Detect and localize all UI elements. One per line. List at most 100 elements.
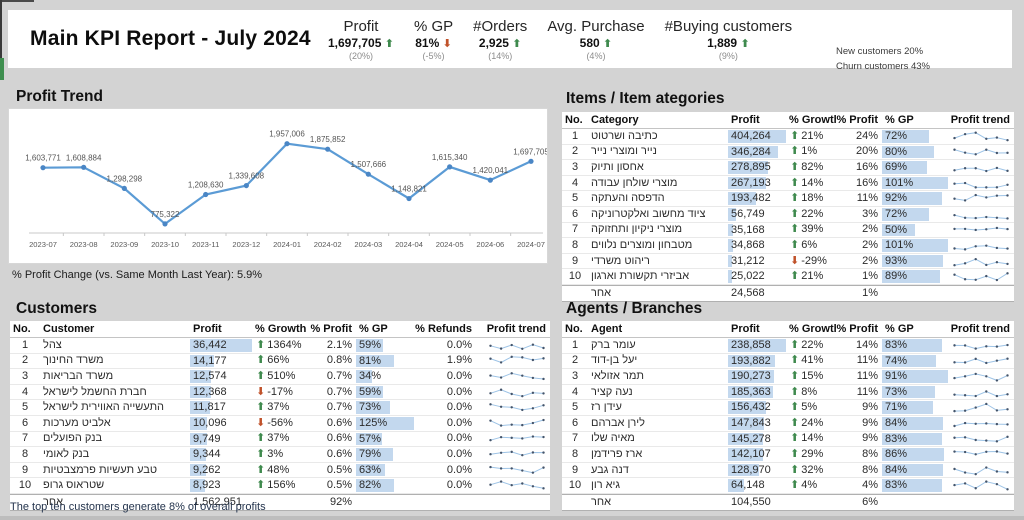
profit-databar	[728, 176, 767, 190]
spark-cell	[948, 145, 1014, 158]
table-row: 6 ציוד מחשוב ואלקטרוניקה 56,749 ⬆ 22% 3% 72%	[562, 207, 1014, 223]
gp-cell: 83%	[882, 478, 948, 493]
profit-databar	[728, 479, 744, 492]
data-label: 1,875,852	[310, 135, 346, 144]
data-point	[406, 195, 412, 202]
column-header: No.	[565, 322, 583, 335]
growth-value: 14%	[801, 176, 824, 189]
arrow-up-icon: ⬆	[790, 401, 800, 414]
profit-value: 346,284	[731, 145, 771, 158]
profit-databar	[728, 207, 737, 221]
profit-databar	[190, 354, 215, 368]
gp-value: 71%	[885, 401, 908, 414]
table-row: 1 כתיבה ושרטוט 404,264 ⬆ 21% 24% 72%	[562, 129, 1014, 145]
customers-footnote: The top ten customers generate 8% of ove…	[10, 501, 266, 513]
arrow-up-icon: ⬆	[790, 447, 800, 460]
row-number: 1	[21, 338, 29, 351]
kpi-label: #Orders	[473, 18, 528, 35]
column-header: % GP	[885, 322, 914, 335]
profit-cell: 9,344	[190, 447, 252, 462]
refunds-value: 0.0%	[446, 479, 472, 492]
window-edge-bottom	[0, 516, 1024, 520]
gp-value: 73%	[885, 385, 908, 398]
arrow-up-icon: ⬆	[790, 129, 800, 142]
profit-databar	[728, 339, 786, 352]
gp-value: 57%	[359, 432, 382, 445]
kpi-label: % GP	[413, 18, 454, 35]
row-name: בנק לאומי	[43, 447, 90, 460]
row-name: נעה קציר	[591, 385, 633, 398]
growth-value: 4%	[801, 479, 818, 492]
refunds-value: 1.9%	[446, 354, 472, 367]
profit-trend-sparkline	[953, 131, 1009, 142]
gp-databar	[882, 463, 943, 477]
data-label: 1,148,821	[391, 185, 427, 194]
gp-databar	[882, 161, 928, 174]
gp-databar	[882, 354, 936, 368]
profit-trend-line-chart: 1,603,771 2023-07 1,608,884 2023-08 1,298,29…	[25, 130, 549, 249]
kpi-value: 81% ⬇	[414, 36, 453, 50]
row-name: ריהוט משרדי	[591, 254, 650, 267]
growth-cell: ⬆ 3%	[252, 448, 308, 461]
profit-pct-value: 14%	[855, 338, 878, 351]
column-header: % Growth	[789, 113, 836, 126]
column-header: % GP	[885, 113, 914, 126]
profit-trend-sparkline	[953, 194, 1009, 202]
profit-value: 404,264	[731, 130, 771, 142]
growth-cell: ⬆ 39%	[786, 223, 836, 236]
profit-databar	[728, 161, 769, 174]
gp-cell: 93%	[882, 254, 948, 269]
column-header: % Profit	[310, 322, 352, 335]
arrow-up-icon: ⬆	[790, 369, 800, 382]
row-name: אחר	[43, 495, 64, 508]
growth-cell: ⬆ 8%	[786, 386, 836, 399]
gp-value: 83%	[885, 479, 908, 492]
x-tick-label: 2024-04	[395, 240, 423, 249]
row-name: דנה גבע	[591, 463, 629, 476]
arrow-up-icon: ⬆	[603, 38, 613, 50]
table-row: 9 ריהוט משרדי 31,212 ⬇ -29% 2% 93%	[562, 254, 1014, 270]
column-header: % GP	[359, 322, 388, 335]
spark-cell	[948, 386, 1014, 399]
data-point	[81, 164, 87, 170]
gp-value: 81%	[359, 354, 382, 367]
profit-cell: 128,970	[728, 463, 786, 478]
gp-cell: 73%	[356, 400, 414, 415]
table-header-row: No. Category Profit % Growth% Profit % GP Pro…	[562, 112, 1014, 129]
table-row: 1 עומר ברק 238,858 ⬆ 22% 14% 83%	[562, 338, 1014, 354]
kpi-value-number: 81%	[415, 36, 443, 50]
gp-cell: 101%	[882, 176, 948, 191]
table-row: 5 התעשייה האווירית לישראל 11,817 ⬆ 37% 0.7% 73…	[10, 400, 550, 416]
gp-value: 125%	[359, 416, 388, 429]
growth-value: 37%	[267, 401, 290, 414]
x-tick-label: 2023-08	[70, 240, 98, 249]
gp-value: 63%	[359, 463, 382, 476]
spark-cell	[948, 208, 1014, 221]
row-number: 5	[571, 192, 579, 205]
gp-cell: 63%	[356, 463, 414, 478]
growth-cell: ⬆ 1%	[786, 145, 836, 158]
growth-value: 8%	[801, 385, 818, 398]
profit-databar	[728, 270, 732, 283]
row-name: תמר אזולאי	[591, 369, 645, 382]
row-name: טבע תעשיות פרמצבטיות	[43, 463, 158, 476]
gp-cell: 84%	[882, 416, 948, 431]
spark-cell	[476, 339, 550, 352]
kpi-gp: % GP 81% ⬇ (-5%)	[414, 18, 453, 61]
profit-pct-value: 2%	[862, 254, 878, 267]
spark-cell	[948, 161, 1014, 174]
kpi-profit: Profit 1,697,705 ⬆ (20%)	[328, 18, 394, 61]
profit-trend-chart-panel: 1,603,771 2023-07 1,608,884 2023-08 1,298,29…	[8, 108, 549, 264]
profit-value: 9,262	[193, 463, 221, 476]
profit-value: 128,970	[731, 463, 771, 476]
gp-databar	[882, 401, 934, 414]
profit-value: 9,749	[193, 432, 221, 445]
gp-value: 86%	[885, 448, 908, 461]
row-name: מאיה שלו	[591, 432, 635, 445]
table-row: 3 משרד הבריאות 12,574 ⬆ 510% 0.7% 34% 0.0%	[10, 369, 550, 385]
x-tick-label: 2023-07	[29, 240, 57, 249]
kpi-delta: (9%)	[718, 51, 738, 61]
arrow-up-icon: ⬆	[790, 354, 800, 367]
window-edge-top	[0, 0, 34, 2]
arrow-down-icon: ⬇	[256, 416, 266, 429]
